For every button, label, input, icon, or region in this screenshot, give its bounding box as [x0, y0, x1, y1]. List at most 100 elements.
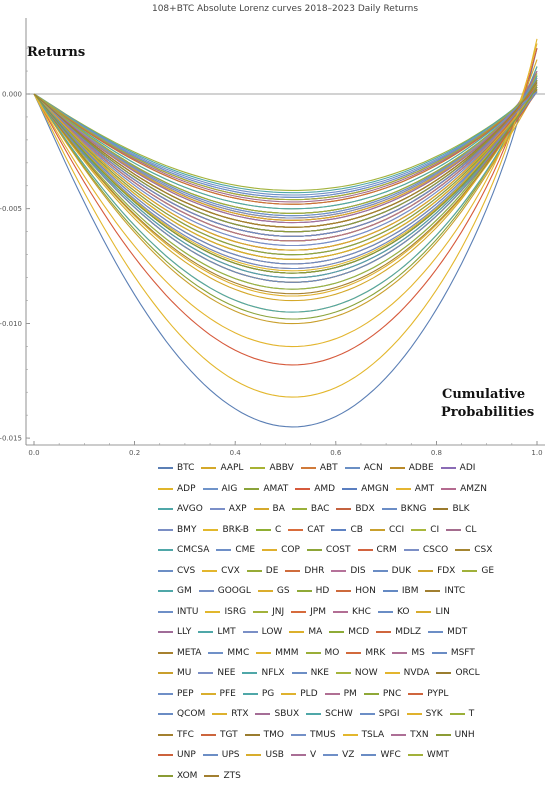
series-line-btc [33, 47, 538, 428]
series-line-t [33, 91, 538, 214]
series-line-v [33, 82, 538, 224]
legend-swatch [209, 508, 225, 511]
legend-item-amzn: AMZN [441, 484, 487, 494]
legend-label: ADP [177, 483, 196, 494]
legend-item-schw: SCHW [306, 709, 353, 719]
series-line-cop [33, 84, 538, 297]
legend-label: HD [315, 586, 330, 597]
legend-item-adbe: ADBE [389, 463, 434, 473]
legend-label: ISRG [224, 606, 247, 617]
legend-swatch [306, 549, 322, 552]
series-line-pg [33, 86, 538, 194]
legend-item-unh: UNH [435, 729, 475, 740]
legend-item-cop: COP [262, 545, 300, 555]
legend-swatch [291, 508, 307, 511]
legend-item-bdx: BDX [336, 504, 375, 515]
legend-swatch [256, 651, 272, 654]
series-line-tsla [33, 38, 538, 398]
legend-swatch [335, 672, 351, 675]
legend-swatch [158, 467, 173, 470]
legend-swatch [158, 733, 173, 736]
legend-label: MSFT [450, 647, 475, 658]
y-tick-label: 0.000 [2, 91, 22, 99]
legend-row: CVS CVX DE DHR DIS DUK FDX GE [158, 561, 550, 582]
series-line-gs [33, 86, 538, 260]
legend-item-v: V [290, 750, 316, 760]
legend-swatch [250, 467, 266, 470]
legend-item-tgt: TGT [200, 730, 238, 740]
legend-swatch [331, 528, 347, 531]
legend-label: SBUX [274, 709, 300, 720]
legend-swatch [407, 754, 423, 757]
legend-label: SYK [425, 709, 443, 720]
legend-item-tsla: TSLA [342, 730, 384, 740]
y-axis-label: Returns [27, 45, 85, 60]
legend-item-meta: META [158, 648, 201, 658]
legend-item-blk: BLK [433, 504, 470, 515]
legend-label: NOW [354, 668, 378, 679]
chart-title: 108+BTC Absolute Lorenz curves 2018–2023… [152, 4, 418, 14]
legend-item-adi: ADI [440, 463, 476, 474]
legend-swatch [389, 467, 405, 470]
legend-label: BDX [355, 504, 375, 515]
legend-label: MA [308, 627, 323, 638]
legend-label: TMUS [309, 729, 336, 740]
legend-item-jnj: JNJ [253, 607, 284, 617]
legend-label: UNH [454, 729, 475, 740]
legend-item-ma: MA [289, 627, 322, 637]
legend-row: LLY LMT LOW MA MCD MDLZ MDT [158, 622, 550, 643]
y-tick-label: -0.010 [0, 320, 22, 328]
legend-label: GOOGL [217, 586, 251, 597]
legend-label: PEP [177, 688, 194, 699]
series-line-amat [33, 66, 538, 320]
legend-item-tmo: TMO [244, 730, 284, 740]
legend-label: JNJ [272, 606, 285, 617]
legend-label: ADI [459, 463, 476, 474]
legend-swatch [255, 713, 271, 716]
legend-label: MRK [365, 647, 386, 658]
legend-item-unp: UNP [158, 750, 196, 760]
series-line-wfc [33, 91, 538, 265]
legend-swatch [244, 487, 260, 490]
series-line-cl [33, 89, 538, 203]
legend-label: DIS [350, 565, 366, 576]
legend-swatch [158, 713, 173, 716]
legend-item-fdx: FDX [418, 566, 455, 576]
legend-item-intc: INTC [425, 586, 465, 596]
legend-label: PM [343, 688, 357, 699]
legend-swatch [200, 692, 216, 695]
legend-label: VZ [342, 750, 355, 761]
legend-label: AAPL [220, 463, 244, 474]
legend-label: DUK [391, 565, 412, 576]
legend-label: BLK [452, 504, 470, 515]
legend-item-googl: GOOGL [198, 586, 251, 597]
legend-item-acn: ACN [344, 463, 383, 473]
legend-swatch [296, 590, 312, 593]
legend-item-lmt: LMT [198, 627, 236, 637]
legend-swatch [257, 590, 273, 593]
legend-swatch [198, 672, 214, 675]
series-line-intu [33, 75, 538, 270]
legend-label: KHC [352, 606, 371, 617]
legend-item-abbv: ABBV [250, 463, 294, 473]
legend-swatch [295, 487, 311, 490]
legend-item-pnc: PNC [363, 689, 401, 699]
legend-label: ZTS [223, 770, 241, 781]
legend-label: LLY [177, 627, 192, 638]
legend-label: CAT [307, 524, 325, 535]
series-line-amd [33, 47, 538, 366]
legend-swatch [395, 487, 411, 490]
legend-item-amt: AMT [395, 484, 434, 494]
legend-swatch [198, 631, 214, 634]
legend-swatch [242, 692, 258, 695]
legend-item-orcl: ORCL [436, 668, 480, 678]
legend-label: CVS [177, 565, 196, 576]
legend-label: BAC [310, 504, 330, 515]
legend-label: WMT [426, 750, 450, 761]
legend-swatch [323, 754, 339, 757]
legend-label: NKE [310, 668, 329, 679]
legend-row: CMCSA CME COP COST CRM CSCO CSX [158, 540, 550, 561]
legend-item-pld: PLD [281, 689, 318, 699]
legend-item-low: LOW [242, 627, 282, 637]
legend-swatch [391, 733, 407, 736]
